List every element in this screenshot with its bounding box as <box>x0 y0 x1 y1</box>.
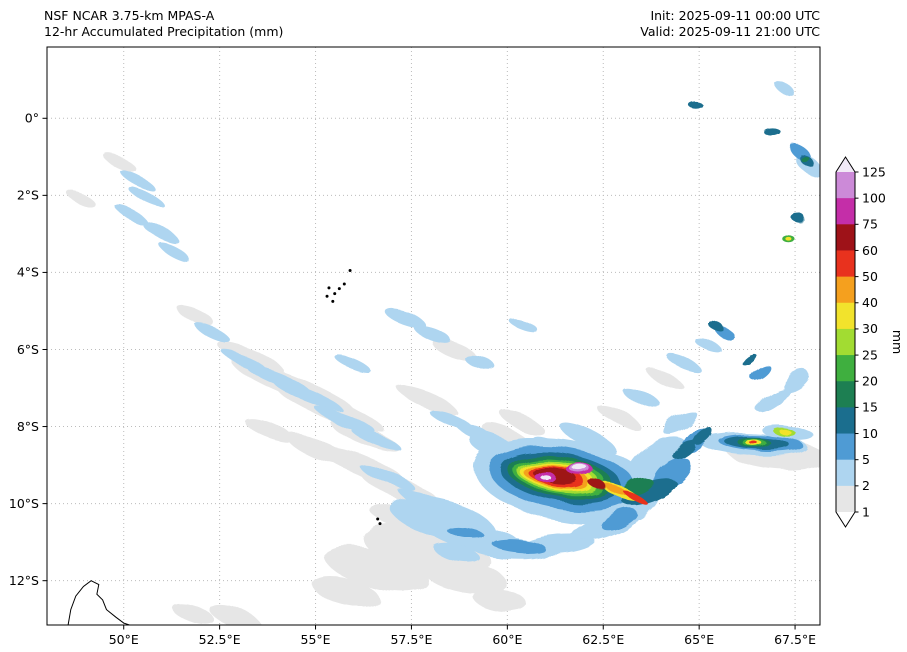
colorbar-tick-label: 10 <box>862 426 878 441</box>
colorbar-tick-label: 60 <box>862 243 878 258</box>
colorbar-tick-label: 75 <box>862 217 878 232</box>
y-tick-label: 8°S <box>17 419 39 434</box>
plot-frame <box>46 46 821 626</box>
gridlines <box>47 47 820 625</box>
y-tick-label: 6°S <box>17 342 39 357</box>
y-tick-label: 12°S <box>9 573 39 588</box>
valid-time-label: Valid: 2025-09-11 21:00 UTC <box>640 24 820 39</box>
y-tick-label: 0° <box>25 111 39 126</box>
x-tick-label: 57.5°E <box>390 632 432 647</box>
model-title: NSF NCAR 3.75-km MPAS-A <box>44 8 215 23</box>
colorbar-tick-label: 2 <box>862 478 870 493</box>
x-tick-label: 62.5°E <box>582 632 624 647</box>
colorbar-tick-label: 125 <box>862 164 886 179</box>
colorbar-tick-label: 40 <box>862 295 878 310</box>
colorbar-tick-label: 25 <box>862 347 878 362</box>
x-tick-label: 52.5°E <box>199 632 241 647</box>
precip-field <box>67 78 820 625</box>
x-tick-label: 50°E <box>109 632 139 647</box>
coastlines <box>67 268 382 625</box>
y-tick-label: 10°S <box>9 496 39 511</box>
colorbar-tick-label: 30 <box>862 321 878 336</box>
colorbar-tick-label: 15 <box>862 400 878 415</box>
title-block: NSF NCAR 3.75-km MPAS-A 12-hr Accumulate… <box>44 8 283 40</box>
colorbar-tick-label: 5 <box>862 452 870 467</box>
product-title: 12-hr Accumulated Precipitation (mm) <box>44 24 284 39</box>
axes: 50°E 52.5°E 55°E 57.5°E 60°E 62.5°E 65°E 67.5°E… <box>9 111 816 647</box>
x-tick-label: 67.5°E <box>774 632 816 647</box>
colorbar-tick-label: 1 <box>862 504 870 519</box>
x-tick-label: 55°E <box>301 632 331 647</box>
colorbar-tick-label: 100 <box>862 190 886 205</box>
colorbar-tick-label: 20 <box>862 374 878 389</box>
time-block: Init: 2025-09-11 00:00 UTC Valid: 2025-0… <box>640 8 820 40</box>
y-tick-label: 4°S <box>17 265 39 280</box>
x-tick-label: 60°E <box>492 632 522 647</box>
init-time-label: Init: 2025-09-11 00:00 UTC <box>650 8 820 23</box>
colorbar-tick-label: 50 <box>862 269 878 284</box>
x-tick-label: 65°E <box>684 632 714 647</box>
y-tick-label: 2°S <box>17 188 39 203</box>
colorbar-units-label: mm <box>890 330 905 354</box>
